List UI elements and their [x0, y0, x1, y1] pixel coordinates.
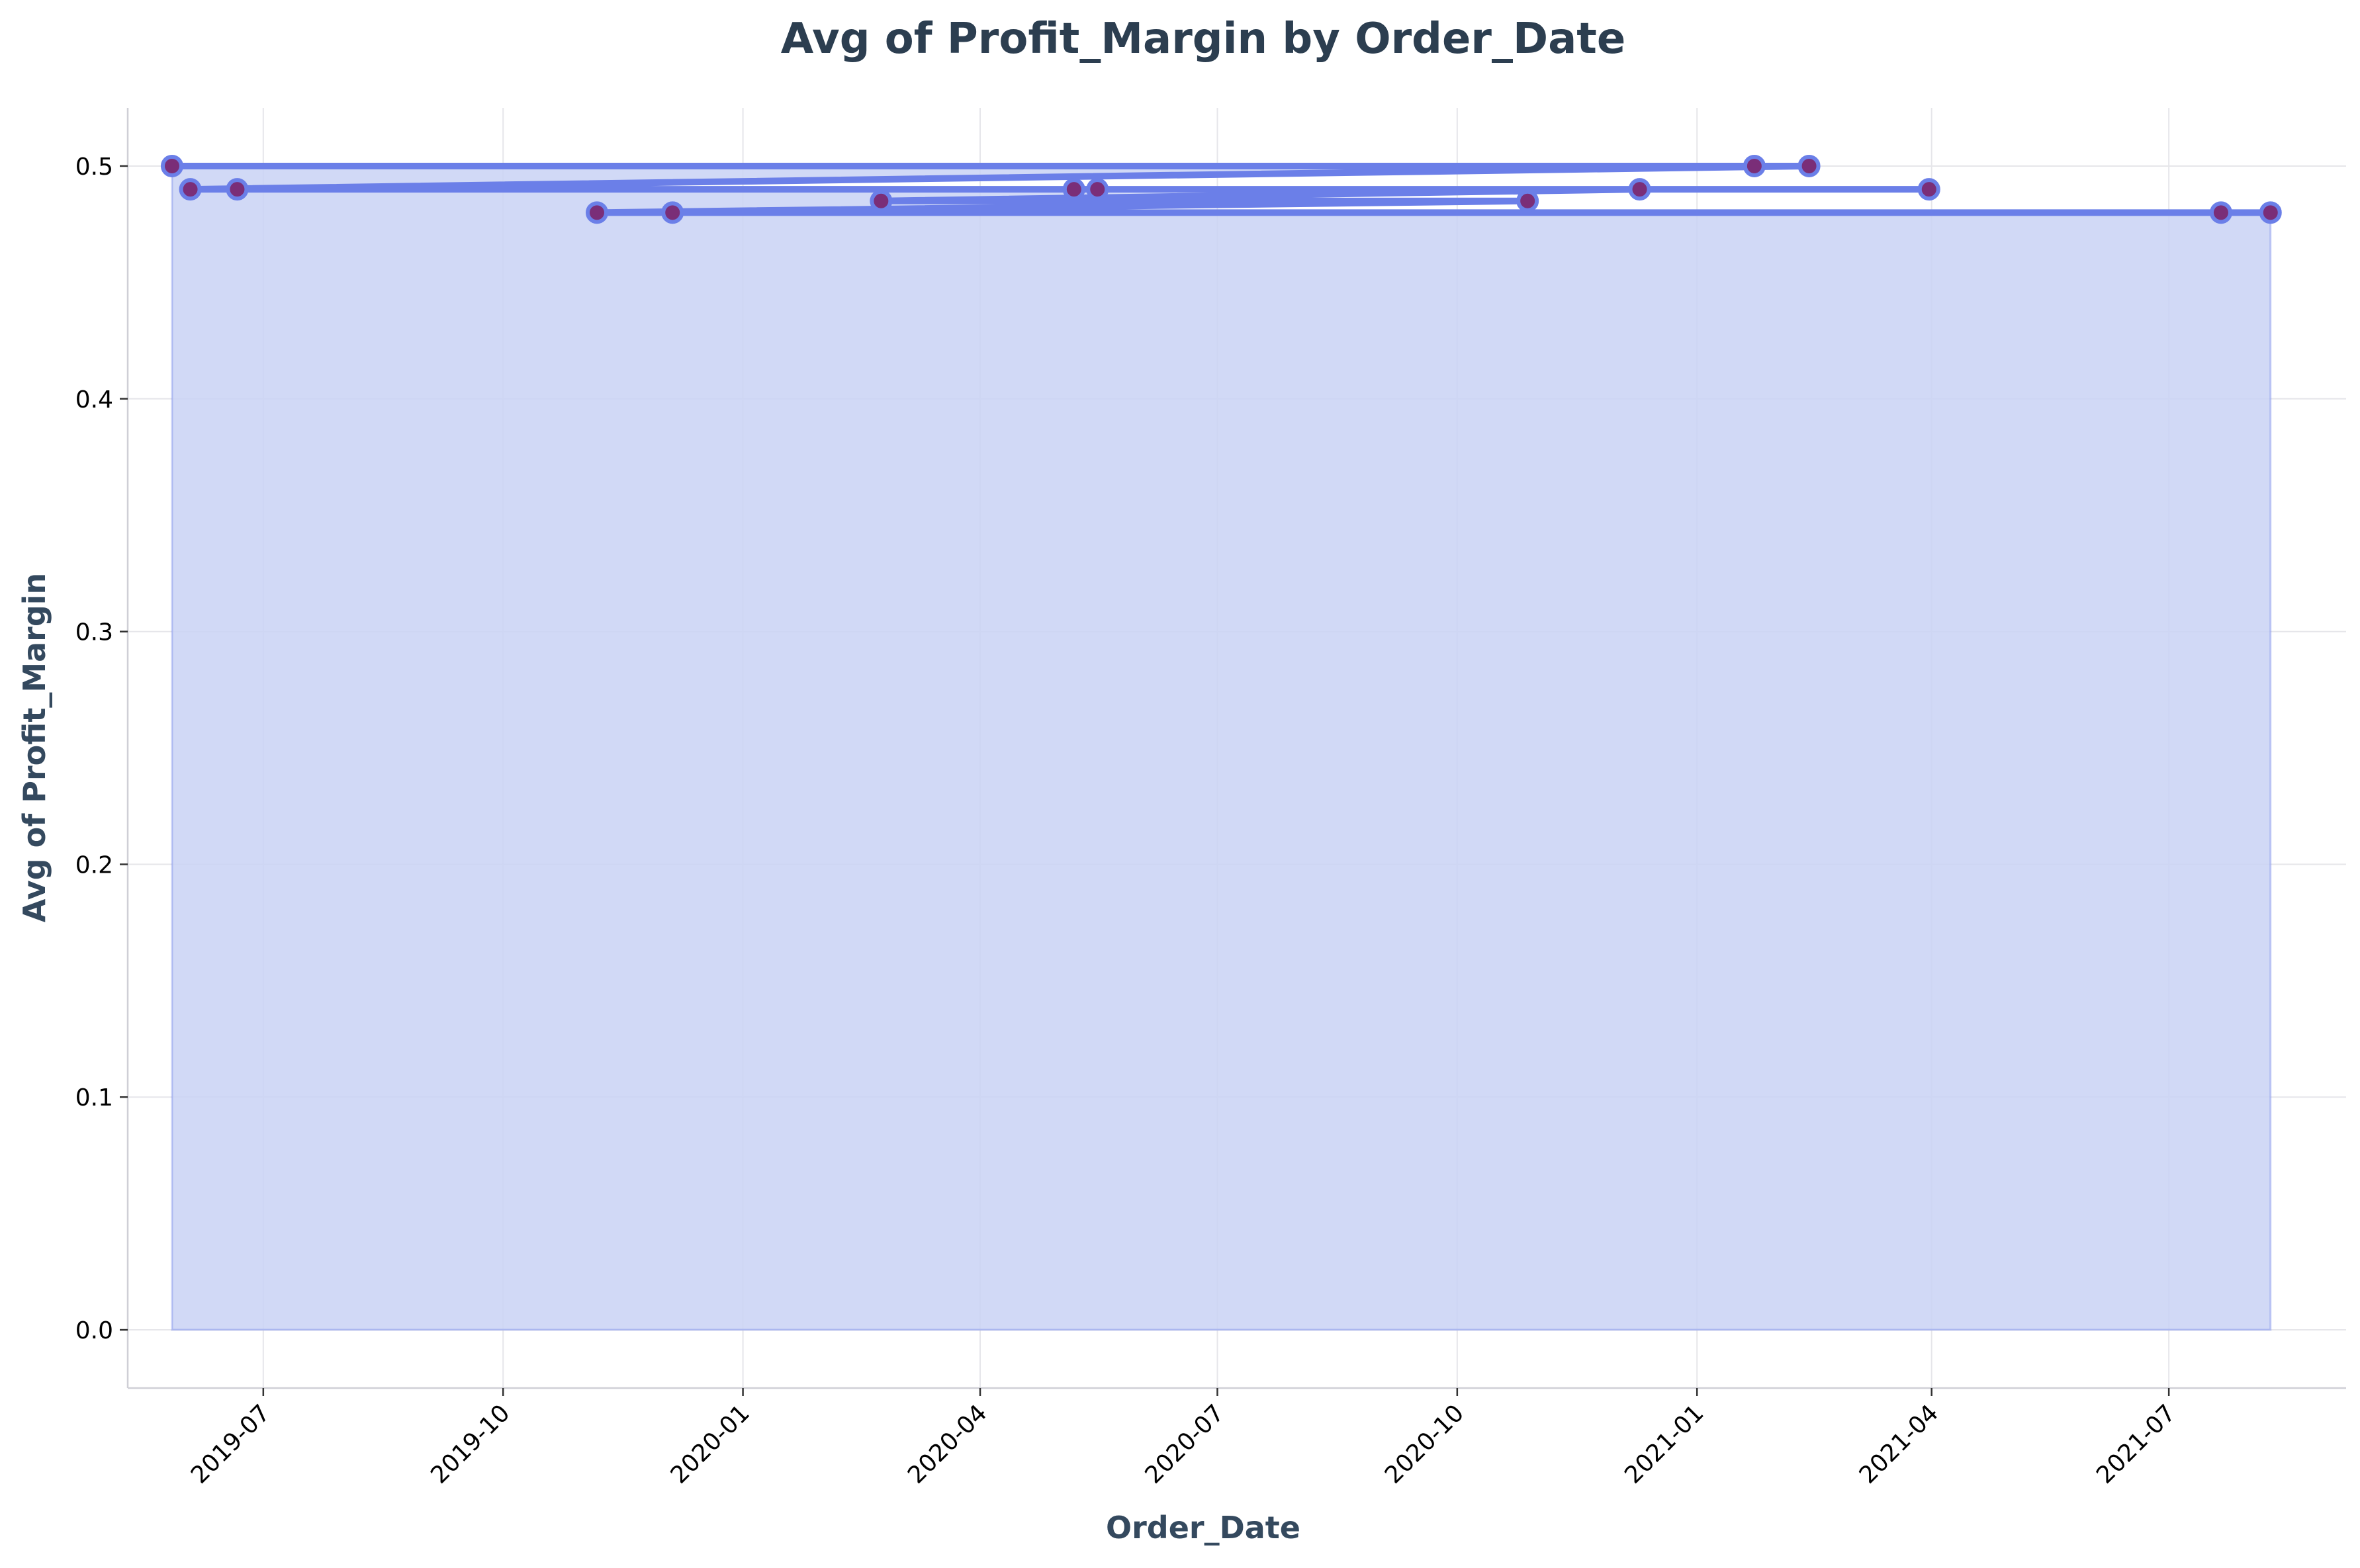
data-point — [226, 178, 249, 201]
data-points — [160, 154, 2282, 224]
x-tick-label: 2021-04 — [1854, 1399, 1944, 1489]
chart-title: Avg of Profit_Margin by Order_Date — [781, 15, 1626, 64]
series-fill-area — [171, 165, 2272, 1331]
x-axis-label: Order_Date — [1106, 1510, 1300, 1546]
data-point — [1917, 178, 1940, 201]
data-point — [1743, 154, 1766, 177]
y-tick-label: 0.4 — [75, 386, 113, 414]
data-point — [1797, 154, 1821, 177]
data-point — [870, 189, 893, 212]
y-tick-label: 0.5 — [75, 153, 113, 181]
data-point — [586, 201, 609, 224]
y-tick-label: 0.2 — [75, 851, 113, 879]
y-tick-label: 0.1 — [75, 1084, 113, 1111]
fill-area — [171, 165, 2272, 1331]
data-point — [160, 154, 183, 177]
data-point — [661, 201, 684, 224]
x-tick-label: 2021-01 — [1619, 1399, 1709, 1489]
data-point — [179, 178, 202, 201]
x-tick-label: 2020-10 — [1380, 1399, 1469, 1489]
axes — [126, 108, 2346, 1389]
data-point — [1516, 189, 1539, 212]
data-point — [1062, 178, 1085, 201]
x-tick-label: 2020-04 — [903, 1399, 992, 1489]
x-tick-label: 2020-07 — [1140, 1399, 1229, 1489]
y-tick-label: 0.3 — [75, 619, 113, 646]
x-tick-label: 2019-10 — [426, 1399, 515, 1489]
y-tick-label: 0.0 — [75, 1317, 113, 1344]
data-point — [2259, 201, 2282, 224]
x-tick-label: 2020-01 — [666, 1399, 755, 1489]
x-tick-label: 2019-07 — [186, 1399, 275, 1489]
y-tick-labels: 0.0 0.1 0.2 0.3 0.4 0.5 — [75, 153, 128, 1344]
y-axis-label: Avg of Profit_Margin — [17, 573, 52, 923]
x-tick-label: 2021-07 — [2091, 1399, 2181, 1489]
data-point — [2209, 201, 2232, 224]
data-point — [1086, 178, 1109, 201]
data-point — [1628, 178, 1651, 201]
x-tick-labels: 2019-07 2019-10 2020-01 2020-04 2020-07 2020-… — [186, 1388, 2181, 1489]
